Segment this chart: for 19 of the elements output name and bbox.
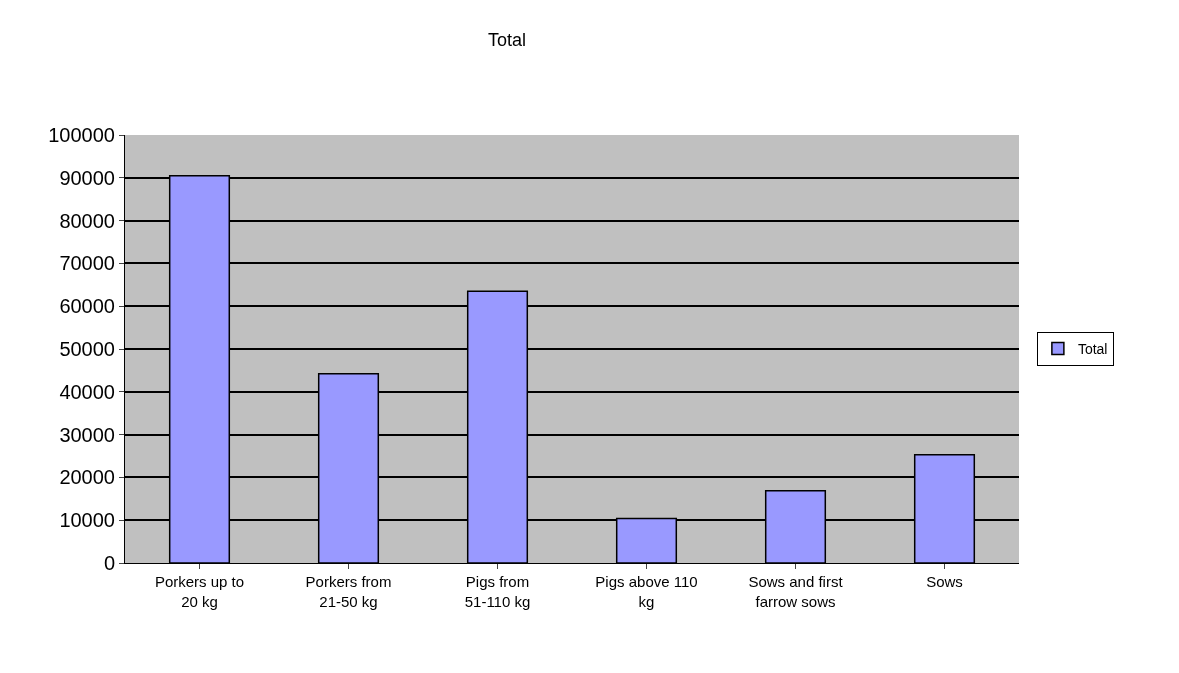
- y-tick-label: 20000: [59, 466, 115, 489]
- x-tick-label: Porkers from 21-50 kg: [305, 573, 392, 610]
- chart-title: Total: [487, 30, 526, 51]
- y-tick-label: 70000: [59, 252, 115, 275]
- legend-label: Total: [1077, 341, 1108, 358]
- x-tick-label: Pigs above 110 kg: [595, 573, 698, 610]
- y-tick-label: 50000: [59, 338, 115, 360]
- y-tick-label: 100000: [48, 124, 115, 146]
- y-tick-label: 30000: [59, 423, 115, 446]
- x-tick-label: Sows: [926, 573, 963, 590]
- x-tick-label: Pigs from 51-110 kg: [464, 573, 531, 610]
- y-tick-label: 40000: [59, 380, 115, 403]
- y-tick-label: 60000: [59, 295, 115, 318]
- y-tick-label: 90000: [59, 166, 115, 189]
- x-tick-label: Porkers up to 20 kg: [154, 573, 245, 610]
- y-tick-label: 0: [103, 552, 115, 574]
- y-tick-label: 80000: [59, 209, 115, 232]
- y-tick-label: 10000: [59, 509, 115, 532]
- x-tick-label: Sows and first farrow sows: [748, 573, 844, 610]
